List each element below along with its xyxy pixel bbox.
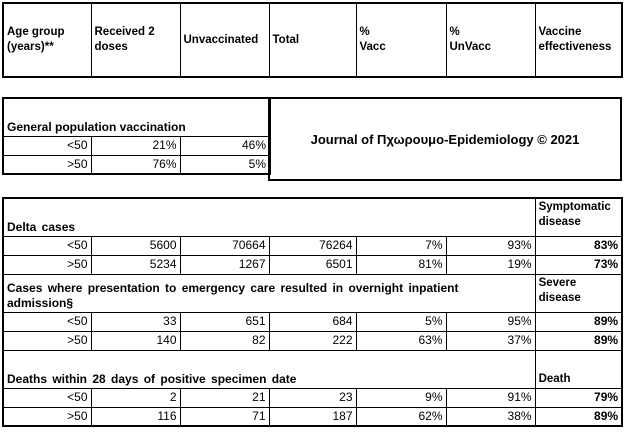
cell-pct-unvacc: 93%: [445, 235, 536, 256]
cell-age: >50: [2, 154, 92, 175]
header-table: Age group (years)** Received 2 doses Unv…: [2, 2, 623, 78]
col-header-pct-unvacc: % UnVacc: [445, 2, 536, 78]
cell-vaccine-effectiveness: 89%: [534, 311, 623, 332]
col-header-total: Total: [268, 2, 357, 78]
cell-pct-vacc: 81%: [355, 254, 447, 275]
cell-total: 187: [268, 406, 357, 427]
cell-unvaccinated: 82: [179, 330, 270, 351]
cell-dose2-pct: 21%: [90, 135, 181, 156]
table-row: <50 33 651 684 5% 95% 89%: [2, 311, 623, 332]
cell-unvaccinated: 21: [179, 387, 270, 408]
general-population-table: General population vaccination <50 21% 4…: [2, 97, 271, 175]
cell-age: <50: [2, 235, 92, 256]
table-row: >50 140 82 222 63% 37% 89%: [2, 330, 623, 351]
table-row: >50 76% 5%: [2, 154, 271, 175]
cell-pct-vacc: 7%: [355, 235, 447, 256]
col-header-vaccine-effectiveness: Vaccine effectiveness: [534, 2, 623, 78]
cell-received-2-doses: 5600: [90, 235, 181, 256]
section-header-row: Deaths within 28 days of positive specim…: [2, 349, 623, 389]
table-row: >50 5234 1267 6501 81% 19% 73%: [2, 254, 623, 275]
cell-total: 222: [268, 330, 357, 351]
section-header-row: Cases where presentation to emergency ca…: [2, 273, 623, 313]
outcome-death: Death: [534, 349, 623, 389]
journal-box: Journal of Πχωρουμο-Epidemiology © 2021: [268, 97, 622, 181]
outcome-symptomatic-disease: Symptomatic disease: [534, 197, 623, 237]
cell-unvaccinated: 1267: [179, 254, 270, 275]
cell-total: 684: [268, 311, 357, 332]
section-title-delta-cases: Delta cases: [2, 197, 536, 237]
cell-received-2-doses: 140: [90, 330, 181, 351]
cell-pct-vacc: 63%: [355, 330, 447, 351]
cell-vaccine-effectiveness: 89%: [534, 330, 623, 351]
cell-received-2-doses: 33: [90, 311, 181, 332]
journal-text: Journal of Πχωρουμο-Epidemiology © 2021: [310, 131, 580, 147]
cell-pct-vacc: 5%: [355, 311, 447, 332]
cell-vaccine-effectiveness: 79%: [534, 387, 623, 408]
cell-unvaccinated: 651: [179, 311, 270, 332]
cell-age: <50: [2, 135, 92, 156]
cell-pct-unvacc: 91%: [445, 387, 536, 408]
cell-unvaccinated: 70664: [179, 235, 270, 256]
cell-pct-unvacc: 95%: [445, 311, 536, 332]
cell-age: >50: [2, 254, 92, 275]
genpop-title-row: General population vaccination: [2, 97, 271, 137]
col-header-received-2-doses: Received 2 doses: [90, 2, 181, 78]
section-header-row: Delta cases Symptomatic disease: [2, 197, 623, 237]
cell-total: 23: [268, 387, 357, 408]
cell-dose2-pct: 76%: [90, 154, 181, 175]
cell-pct-vacc: 62%: [355, 406, 447, 427]
cell-unvacc-pct: 5%: [179, 154, 271, 175]
table-row: <50 5600 70664 76264 7% 93% 83%: [2, 235, 623, 256]
cell-pct-unvacc: 38%: [445, 406, 536, 427]
outcome-severe-disease: Severe disease: [534, 273, 623, 313]
cell-vaccine-effectiveness: 83%: [534, 235, 623, 256]
col-header-unvaccinated: Unvaccinated: [179, 2, 270, 78]
cell-age: >50: [2, 406, 92, 427]
genpop-title: General population vaccination: [2, 97, 271, 137]
cell-vaccine-effectiveness: 89%: [534, 406, 623, 427]
cell-total: 6501: [268, 254, 357, 275]
cell-received-2-doses: 2: [90, 387, 181, 408]
col-header-pct-vacc: % Vacc: [355, 2, 447, 78]
cell-age: <50: [2, 311, 92, 332]
section-title-inpatient-admission: Cases where presentation to emergency ca…: [2, 273, 536, 313]
cell-age: >50: [2, 330, 92, 351]
cell-total: 76264: [268, 235, 357, 256]
cell-received-2-doses: 116: [90, 406, 181, 427]
cell-pct-vacc: 9%: [355, 387, 447, 408]
cell-pct-unvacc: 37%: [445, 330, 536, 351]
cell-pct-unvacc: 19%: [445, 254, 536, 275]
table-row: <50 2 21 23 9% 91% 79%: [2, 387, 623, 408]
cell-age: <50: [2, 387, 92, 408]
header-row: Age group (years)** Received 2 doses Unv…: [2, 2, 623, 78]
cell-vaccine-effectiveness: 73%: [534, 254, 623, 275]
col-header-age-group: Age group (years)**: [2, 2, 92, 78]
table-row: >50 116 71 187 62% 38% 89%: [2, 406, 623, 427]
outcomes-table: Delta cases Symptomatic disease <50 5600…: [2, 197, 624, 427]
section-title-deaths: Deaths within 28 days of positive specim…: [2, 349, 536, 389]
cell-unvacc-pct: 46%: [179, 135, 271, 156]
cell-unvaccinated: 71: [179, 406, 270, 427]
cell-received-2-doses: 5234: [90, 254, 181, 275]
table-row: <50 21% 46%: [2, 135, 271, 156]
